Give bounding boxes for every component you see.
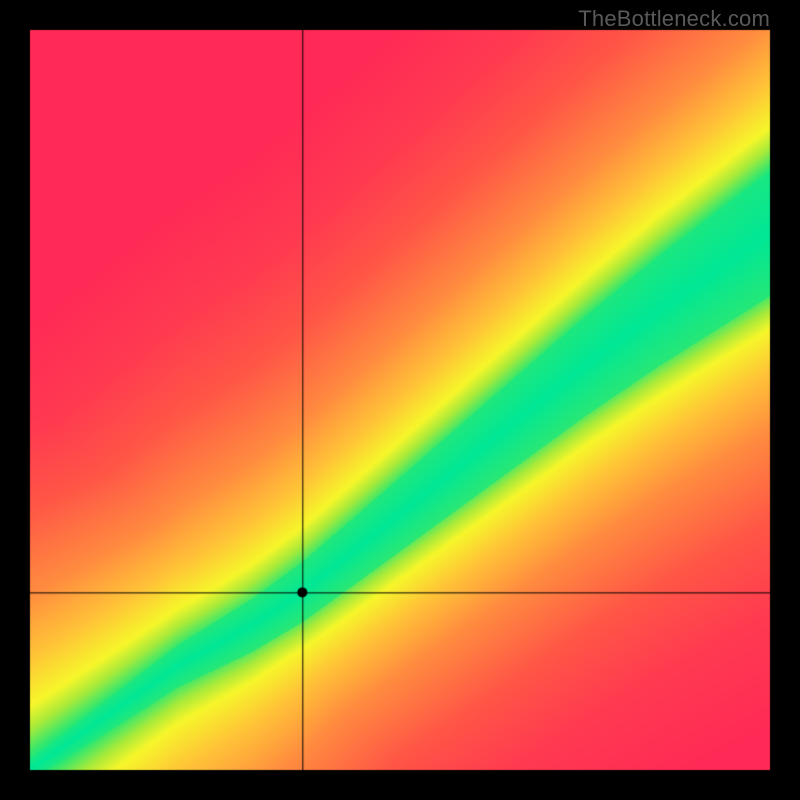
watermark-text: TheBottleneck.com <box>578 6 770 32</box>
chart-container: TheBottleneck.com <box>0 0 800 800</box>
heatmap-canvas <box>0 0 800 800</box>
